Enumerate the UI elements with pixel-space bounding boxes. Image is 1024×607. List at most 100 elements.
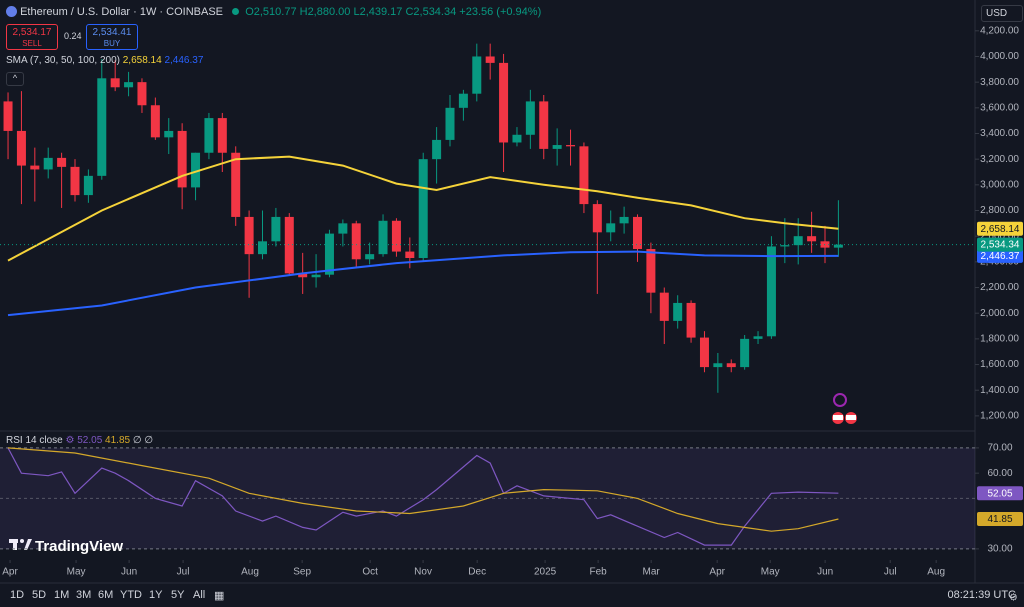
candle-body (83, 175, 93, 196)
y-tick-label: 2,000.00 (980, 308, 1019, 319)
price-tag (977, 237, 1023, 252)
price-tag-label: 2,658.14 (981, 224, 1020, 235)
range-button[interactable]: 3M (76, 589, 92, 601)
candle-body (807, 236, 817, 242)
candle-body (217, 118, 227, 153)
candle-body (713, 363, 723, 368)
clock: 08:21:39 UTC (947, 589, 1016, 601)
y-tick-label: 4,000.00 (980, 51, 1019, 62)
x-tick-label: Dec (468, 567, 486, 578)
candle-body (699, 337, 709, 368)
range-button[interactable]: YTD (120, 589, 142, 601)
currency-button[interactable]: USD (981, 5, 1023, 22)
candle-body (833, 244, 843, 248)
candle-body (70, 166, 80, 196)
candle-body (606, 223, 616, 233)
candle-body (137, 82, 147, 106)
buy-price: 2,534.41 (92, 27, 132, 38)
x-tick-label: Aug (241, 567, 259, 578)
y-tick-label: 1,400.00 (980, 385, 1019, 396)
candle-body (793, 236, 803, 246)
candle-body (539, 101, 549, 149)
candle-body (566, 145, 576, 147)
x-tick-label: Jun (817, 567, 833, 578)
x-tick-label: Apr (709, 567, 725, 578)
candle-body (204, 118, 214, 153)
header: Ethereum / U.S. Dollar · 1W · COINBASE O… (6, 6, 541, 18)
candle-body (659, 292, 669, 321)
sell-button[interactable]: 2,534.17 SELL (6, 24, 58, 50)
rsi-value: 41.85 (105, 435, 131, 446)
y-tick-label: 3,800.00 (980, 77, 1019, 88)
buy-button[interactable]: 2,534.41 BUY (86, 24, 138, 50)
candle-body (30, 165, 40, 170)
candle-body (258, 241, 267, 255)
collapse-button[interactable]: ^ (6, 72, 24, 86)
candle-body (110, 78, 120, 88)
y-tick-label: 3,000.00 (980, 179, 1019, 190)
y-tick-label: 2,200.00 (980, 282, 1019, 293)
x-tick-label: Oct (362, 567, 378, 578)
sma-value: 2,446.37 (164, 55, 204, 66)
candle-body (552, 145, 562, 149)
range-button[interactable]: 5Y (171, 589, 185, 601)
candle-body (244, 216, 254, 255)
candle-body (97, 78, 107, 176)
price-tag-label: 2,446.37 (981, 251, 1020, 262)
range-button[interactable]: All (193, 589, 206, 601)
x-tick-label: Mar (643, 567, 661, 578)
ohlc-open: O2,510.77 (245, 6, 297, 18)
ohlc-high: H2,880.00 (299, 6, 351, 18)
range-button[interactable]: 6M (98, 589, 114, 601)
x-tick-label: Apr (2, 567, 18, 578)
calendar-icon[interactable]: ▦ (214, 590, 225, 602)
y-tick-label: 3,400.00 (980, 128, 1019, 139)
candle-body (3, 101, 13, 131)
logo-icon (9, 539, 32, 550)
candle-body (57, 157, 67, 167)
range-button[interactable]: 1Y (149, 589, 163, 601)
ohlc-change: +23.56 (+0.94%) (459, 6, 542, 18)
sma-legend: SMA (7, 30, 50, 100, 200) 2,658.14 2,446… (6, 55, 203, 66)
candle-body (592, 204, 602, 233)
candle-body (726, 363, 736, 368)
y-tick-label: 1,800.00 (980, 334, 1019, 345)
candle-body (445, 107, 455, 140)
sell-label: SELL (22, 39, 42, 48)
range-button[interactable]: 1M (54, 589, 70, 601)
sma-value: 2,658.14 (122, 55, 162, 66)
candle-body (673, 302, 683, 321)
x-tick-label: Jul (177, 567, 190, 578)
candle-body (512, 134, 522, 143)
candle-body (525, 101, 535, 135)
indicator-line (7, 155, 839, 262)
rsi-name: RSI 14 close (6, 435, 63, 446)
y-tick-label: 2,800.00 (980, 205, 1019, 216)
range-button[interactable]: 1D (10, 589, 25, 601)
candle-body (458, 93, 468, 108)
rsi-value: 52.05 (77, 435, 103, 446)
range-button[interactable]: 5D (32, 589, 47, 601)
symbol: Ethereum / U.S. Dollar · 1W · COINBASE (20, 6, 223, 18)
sell-price: 2,534.17 (12, 27, 52, 38)
y-tick-label: 30.00 (987, 544, 1012, 555)
candle-body (311, 274, 321, 278)
candle-body (177, 130, 187, 188)
candle-body (499, 62, 509, 143)
settings-icon[interactable]: ⚙ (1009, 593, 1018, 604)
candle-body (16, 130, 26, 166)
candle-body (740, 338, 750, 368)
candle-body (418, 159, 428, 258)
candle-body (579, 146, 589, 205)
price-tag (977, 248, 1023, 263)
candle-body (191, 152, 201, 188)
candle-body (365, 254, 375, 260)
candle-body (284, 216, 294, 274)
x-tick-label: Feb (590, 567, 608, 578)
ohlc-low: L2,439.17 (353, 6, 403, 18)
candle-body (324, 233, 334, 275)
x-tick-label: Jun (121, 567, 137, 578)
candle-body (472, 56, 482, 94)
